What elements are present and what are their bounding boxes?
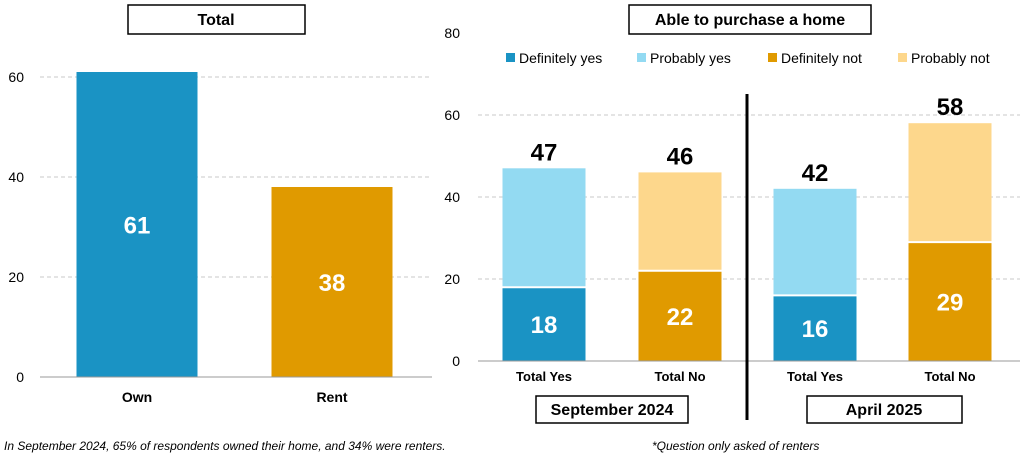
segment-value-label: 16 [802,316,829,343]
bar-segment [908,242,992,361]
y-tick-label: 0 [16,369,24,385]
legend-label: Probably yes [650,50,731,66]
legend-swatch [506,53,515,62]
y-tick-label: 0 [452,353,460,369]
x-category-label: Own [122,389,152,405]
footnote-renters-only: *Question only asked of renters [652,439,820,453]
period-box-apr-2025 [806,395,963,424]
total-chart-bars: 61 Own 38 Rent [76,72,393,405]
x-category-label: Total No [654,369,705,384]
x-category-label: Total Yes [516,369,572,384]
x-category-label: Total No [924,369,975,384]
bar-total-label: 46 [667,143,694,170]
bar-total-label: 58 [937,94,964,121]
purchase-title-box [628,4,872,35]
bar-segment [773,295,857,361]
total-chart-title: Total [197,12,234,29]
y-tick-label: 40 [8,169,24,185]
purchase-chart-legend: Definitely yes Probably yes Definitely not… [506,50,990,66]
bar-segment [502,287,586,361]
bar-value-label: 38 [319,270,346,297]
y-tick-label: 60 [444,107,460,123]
period-box-sep-2024 [535,395,689,424]
footnote-ownership: In September 2024, 65% of respondents ow… [4,439,446,453]
period-label-sep-2024: September 2024 [551,402,674,419]
bar-rent [271,187,393,377]
purchase-chart-y-axis: 0 20 40 60 80 [444,25,460,369]
x-category-label: Rent [316,389,347,405]
bar-own [76,72,198,377]
segment-value-label: 29 [937,290,964,317]
y-tick-label: 80 [444,25,460,41]
bar-segment [773,188,857,296]
y-tick-label: 60 [8,69,24,85]
y-tick-label: 20 [8,269,24,285]
purchase-chart: Able to purchase a home 0 20 40 60 80 Defini… [444,4,1020,424]
bar-total-label: 42 [802,160,829,187]
total-chart: Total 0 20 40 60 61 Own 38 Rent [8,4,432,405]
legend-swatch [768,53,777,62]
total-chart-y-axis: 0 20 40 60 [8,69,24,385]
bar-value-label: 61 [124,213,151,240]
bar-segment [638,270,722,361]
purchase-chart-title: Able to purchase a home [655,12,845,29]
legend-label: Probably not [911,50,990,66]
segment-value-label: 22 [667,304,694,331]
legend-label: Definitely not [781,50,862,66]
segment-value-label: 18 [531,312,558,339]
bar-segment [502,168,586,288]
y-tick-label: 20 [444,271,460,287]
legend-swatch [898,53,907,62]
purchase-chart-bars: 18 47 Total Yes 22 46 Total No 16 42 Total Yes 29… [502,94,992,384]
bar-total-label: 47 [531,139,558,166]
period-label-apr-2025: April 2025 [846,402,923,419]
x-category-label: Total Yes [787,369,843,384]
bar-segment [908,123,992,243]
total-title-box [127,4,306,35]
legend-label: Definitely yes [519,50,602,66]
legend-swatch [637,53,646,62]
y-tick-label: 40 [444,189,460,205]
bar-segment [638,172,722,271]
